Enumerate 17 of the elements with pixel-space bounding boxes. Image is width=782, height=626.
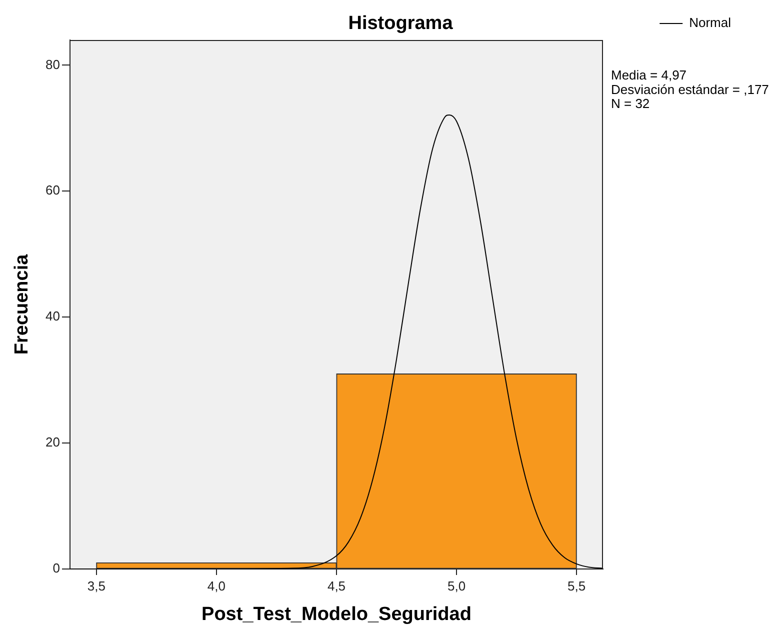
y-tick-label: 0	[52, 560, 60, 576]
x-tick-label: 5,5	[568, 578, 586, 594]
x-tick-label: 5,0	[448, 578, 466, 594]
text: N = 32	[611, 96, 650, 112]
text: Media = 4,97	[611, 68, 687, 83]
x-tick-label: 3,5	[87, 578, 106, 594]
text: Desviación estándar = ,177	[611, 82, 769, 97]
y-tick-label: 20	[46, 434, 60, 450]
y-tick-label: 40	[46, 308, 60, 324]
x-axis-title: Post_Test_Modelo_Seguridad	[202, 604, 472, 625]
y-tick-label: 80	[46, 56, 60, 72]
y-tick-label: 60	[46, 182, 60, 198]
legend-label: Normal	[689, 15, 732, 30]
chart-title: Histograma	[348, 13, 454, 34]
x-tick-label: 4,5	[327, 578, 346, 594]
x-tick-label: 4,0	[207, 578, 226, 594]
y-axis-title: Frecuencia	[12, 254, 33, 355]
